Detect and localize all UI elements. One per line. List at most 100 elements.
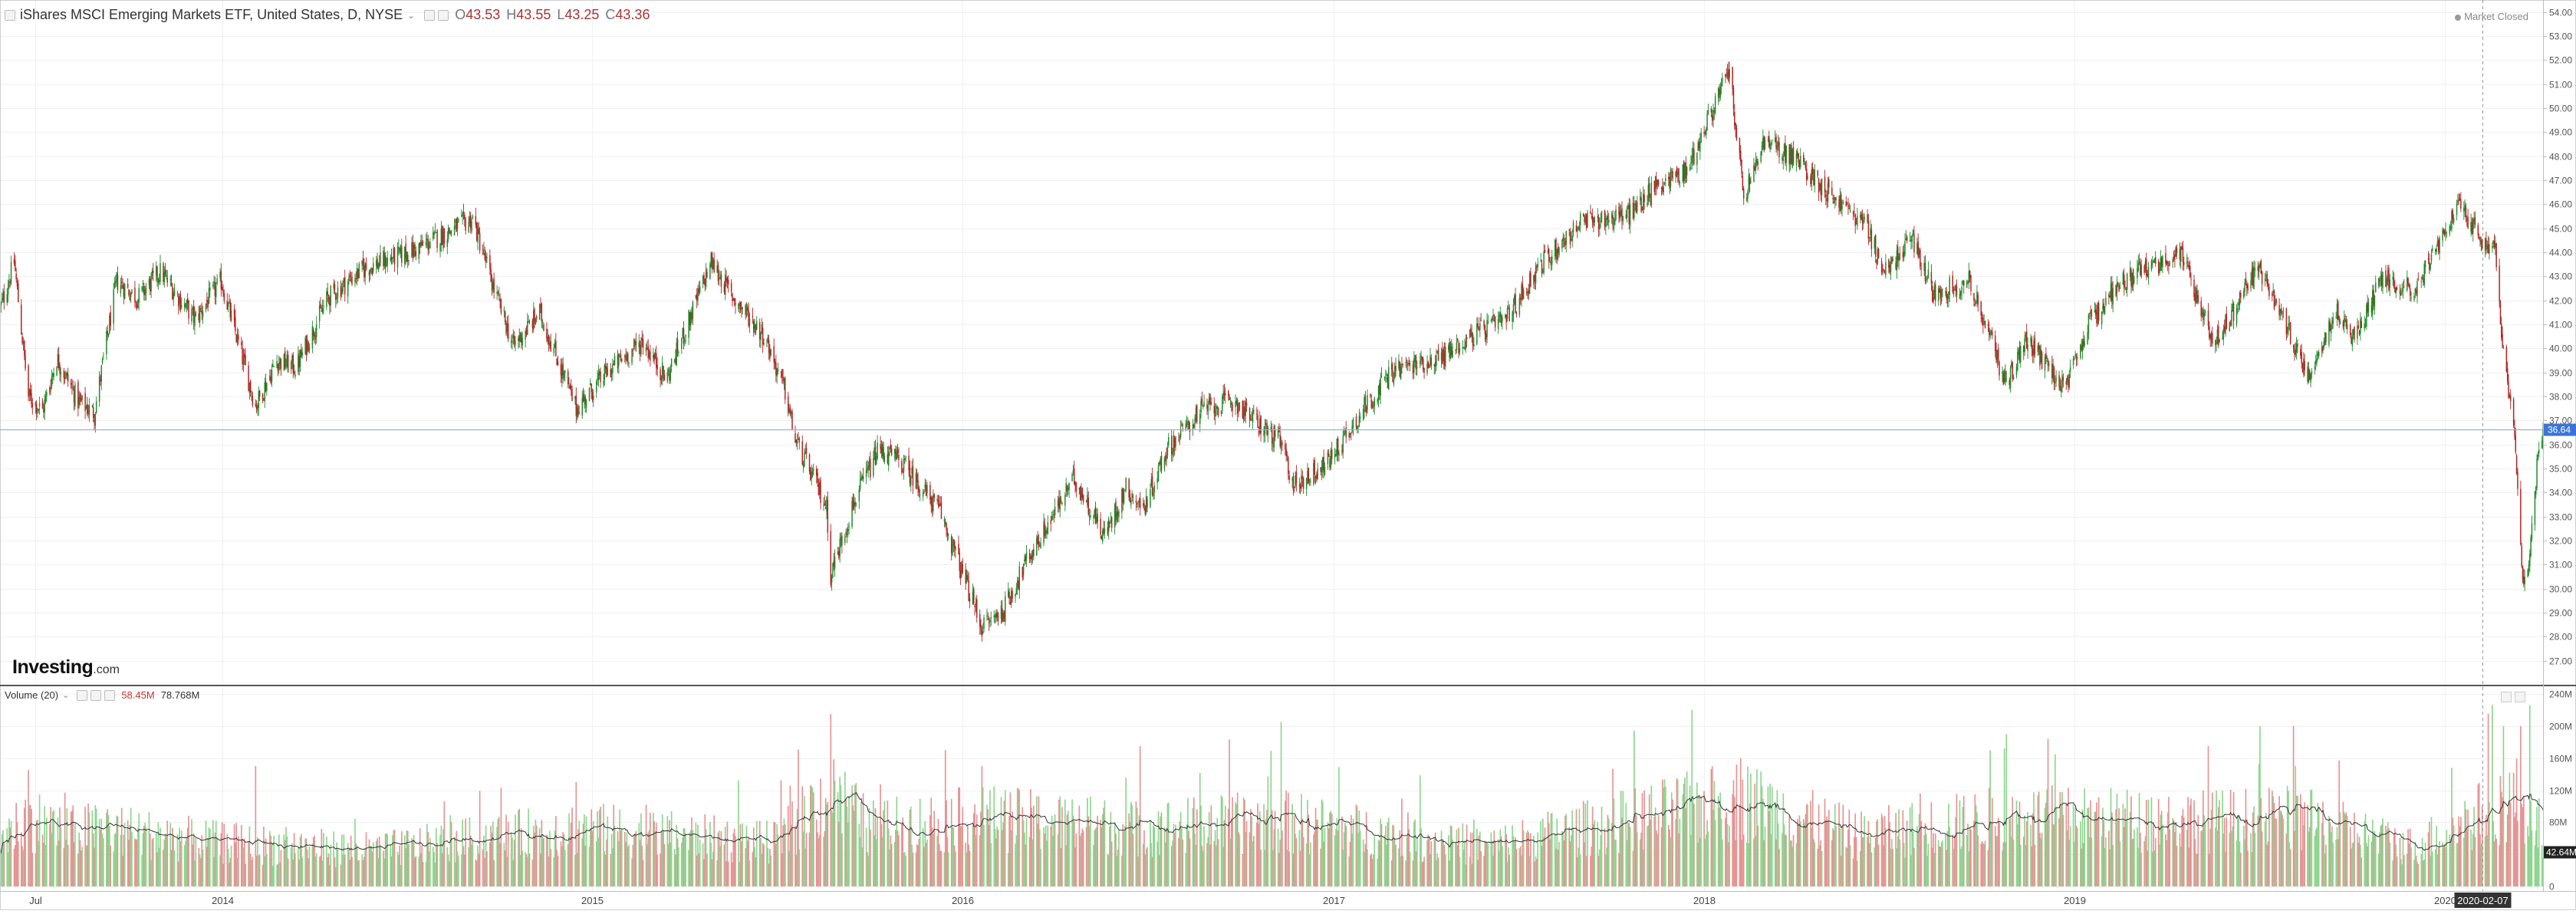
candle-up xyxy=(258,391,259,408)
candle-up xyxy=(169,279,170,281)
candle-up xyxy=(1967,281,1968,282)
candle-up xyxy=(337,287,338,297)
candle-down xyxy=(1224,391,1225,396)
candle-up xyxy=(38,409,39,410)
volume-bar-up xyxy=(458,856,459,886)
candle-down xyxy=(167,278,168,283)
volume-bar-down xyxy=(1260,850,1262,886)
candle-down xyxy=(2521,546,2522,566)
candle-up xyxy=(1835,198,1836,201)
candle-down xyxy=(967,575,968,580)
candle-up xyxy=(124,284,125,299)
candle-up xyxy=(251,393,252,395)
candle-up xyxy=(2101,312,2102,324)
candle-up xyxy=(29,389,30,396)
candle-up xyxy=(1790,147,1791,163)
candle-down xyxy=(1095,507,1096,524)
volume-bar-down xyxy=(841,833,843,886)
candle-down xyxy=(436,230,437,248)
candle-up xyxy=(2215,340,2216,345)
candle-down xyxy=(901,461,902,472)
candle-up xyxy=(1023,564,1024,575)
candle-down xyxy=(1847,205,1848,207)
candle-down xyxy=(1683,161,1684,180)
candle-up xyxy=(287,354,288,366)
candle-up xyxy=(1696,153,1697,165)
candle-down xyxy=(825,508,826,509)
volume-bar-up xyxy=(1410,852,1411,886)
candle-down xyxy=(2500,301,2501,324)
candle-down xyxy=(1442,350,1443,363)
candle-up xyxy=(51,376,52,386)
candle-up xyxy=(2091,310,2092,317)
candle-up xyxy=(2070,367,2071,371)
volume-bar-down xyxy=(117,817,119,886)
candle-up xyxy=(533,311,534,330)
candle-up xyxy=(1705,132,1706,133)
candle-up xyxy=(2232,304,2233,312)
candle-down xyxy=(1480,320,1481,321)
candle-up xyxy=(2366,304,2367,327)
candle-down xyxy=(2350,325,2351,336)
candle-up xyxy=(2280,310,2281,314)
candle-up xyxy=(953,539,954,545)
candle-up xyxy=(2238,302,2239,306)
candle-up xyxy=(797,440,798,443)
candle-down xyxy=(206,300,207,302)
volume-bar-up xyxy=(174,850,176,886)
candle-up xyxy=(492,282,493,289)
volume-bar-down xyxy=(238,837,239,886)
volume-bar-down xyxy=(529,853,531,886)
candle-up xyxy=(1185,424,1186,429)
volume-bar-down xyxy=(1189,839,1191,886)
candle-down xyxy=(1590,212,1591,214)
volume-bar-down xyxy=(1196,809,1198,886)
candle-down xyxy=(80,394,81,399)
candle-down xyxy=(1831,188,1832,196)
candle-down xyxy=(1526,292,1527,293)
candle-down xyxy=(1483,321,1484,327)
candle-up xyxy=(1580,214,1581,225)
volume-bar-up xyxy=(301,857,303,886)
candle-down xyxy=(854,501,855,505)
volume-bar-up xyxy=(131,832,133,886)
volume-bar-up xyxy=(1416,838,1418,886)
candle-down xyxy=(207,301,208,307)
volume-bar-up xyxy=(1565,814,1567,886)
candle-down xyxy=(222,290,223,294)
candle-down xyxy=(1621,209,1622,222)
candle-down xyxy=(938,501,939,502)
candle-up xyxy=(2425,261,2426,268)
candle-up xyxy=(719,277,720,278)
candle-up xyxy=(1714,110,1715,112)
candle-up xyxy=(1791,150,1792,168)
candle-up xyxy=(1200,401,1201,413)
candle-down xyxy=(1266,423,1267,435)
candle-up xyxy=(1398,360,1399,368)
candle-up xyxy=(23,342,24,344)
volume-bar-up xyxy=(1686,771,1688,886)
candle-up xyxy=(1259,419,1260,432)
candle-up xyxy=(316,324,317,337)
candle-up xyxy=(2509,395,2510,398)
volume-bar-up xyxy=(96,809,97,886)
candle-up xyxy=(1611,213,1612,219)
candle-up xyxy=(1715,96,1716,113)
candle-down xyxy=(321,310,322,311)
candle-up xyxy=(269,376,270,380)
volume-bar-up xyxy=(1353,819,1354,886)
candle-up xyxy=(1208,406,1209,411)
candle-up xyxy=(690,312,691,325)
candle-up xyxy=(1585,217,1586,223)
candle-down xyxy=(2443,230,2444,233)
candle-up xyxy=(376,261,377,267)
candle-up xyxy=(2253,268,2254,289)
candle-up xyxy=(2456,203,2457,215)
candle-down xyxy=(117,275,118,290)
candle-down xyxy=(427,239,428,250)
candle-down xyxy=(1470,328,1471,336)
candle-up xyxy=(35,402,36,406)
candle-up xyxy=(542,322,543,323)
candle-down xyxy=(2183,262,2184,265)
